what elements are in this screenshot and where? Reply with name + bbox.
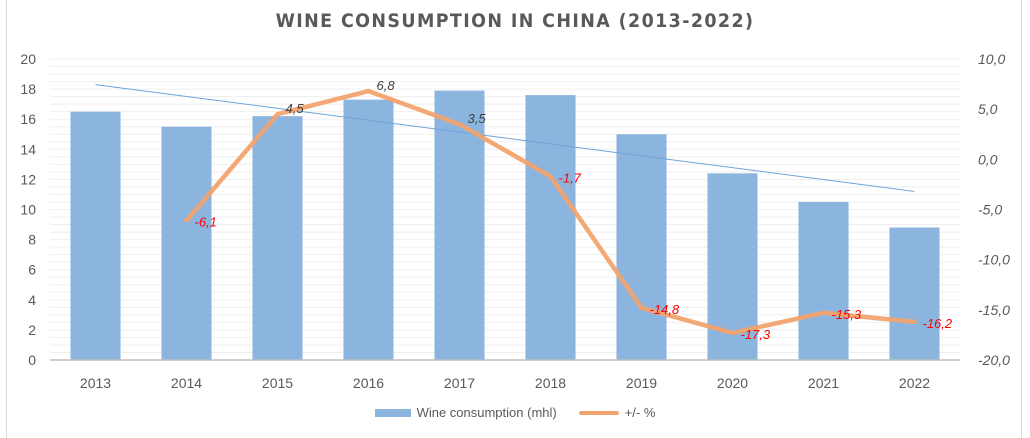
bar-2022 bbox=[889, 227, 940, 360]
y-right-tick-label: -20,0 bbox=[978, 352, 1010, 368]
chart-title: WINE CONSUMPTION IN CHINA (2013-2022) bbox=[275, 10, 755, 32]
data-label-2015: 4,5 bbox=[286, 101, 305, 116]
y-right-tick-label: -10,0 bbox=[978, 252, 1010, 268]
data-label-2014: -6,1 bbox=[195, 215, 217, 230]
y-right-tick-label: 5,0 bbox=[978, 101, 998, 117]
chart-frame bbox=[6, 0, 1022, 438]
bar-2019 bbox=[616, 134, 667, 360]
axes: 0 2 4 6 8 10 12 14 16 18 20 -20,0 -15,0 -10,0 -5,0 0,0 5… bbox=[20, 51, 1010, 391]
y-right-tick-label: 0,0 bbox=[978, 151, 998, 167]
y-left-tick-label: 0 bbox=[28, 352, 36, 368]
bar-2014 bbox=[161, 126, 212, 360]
data-labels: -6,1 4,5 6,8 3,5 -1,7 -14,8 -17,3 -15,3 -16,2 bbox=[195, 78, 953, 342]
y-left-tick-label: 2 bbox=[28, 322, 36, 338]
data-label-2022: -16,2 bbox=[923, 316, 953, 331]
x-tick-label: 2018 bbox=[535, 375, 566, 391]
legend-label: +/- % bbox=[624, 405, 656, 420]
y-left-tick-label: 10 bbox=[20, 202, 36, 218]
bar-2013 bbox=[70, 111, 121, 360]
x-tick-label: 2017 bbox=[444, 375, 475, 391]
legend: Wine consumption (mhl) +/- % bbox=[0, 405, 1030, 420]
bar-2018 bbox=[525, 95, 576, 361]
x-tick-label: 2015 bbox=[262, 375, 293, 391]
x-tick-label: 2021 bbox=[808, 375, 839, 391]
x-tick-label: 2019 bbox=[626, 375, 657, 391]
x-tick-label: 2013 bbox=[80, 375, 111, 391]
y-right-tick-label: -15,0 bbox=[978, 302, 1010, 318]
y-right-tick-label: -5,0 bbox=[978, 202, 1002, 218]
x-tick-label: 2020 bbox=[717, 375, 748, 391]
data-label-2020: -17,3 bbox=[741, 327, 771, 342]
trendline-path bbox=[95, 84, 915, 192]
bar-2017 bbox=[434, 90, 485, 360]
data-label-2018: -1,7 bbox=[559, 170, 582, 185]
data-label-2017: 3,5 bbox=[468, 111, 487, 126]
legend-label: Wine consumption (mhl) bbox=[416, 405, 557, 420]
bar-2016 bbox=[343, 99, 394, 360]
legend-swatch-bar bbox=[374, 408, 411, 417]
y-left-tick-label: 20 bbox=[20, 51, 36, 67]
data-label-2016: 6,8 bbox=[377, 78, 396, 93]
y-left-tick-label: 16 bbox=[20, 111, 36, 127]
pct-line bbox=[184, 88, 917, 336]
x-tick-label: 2022 bbox=[899, 375, 930, 391]
legend-item-pct[interactable]: +/- % bbox=[578, 405, 656, 420]
x-tick-label: 2016 bbox=[353, 375, 384, 391]
bars bbox=[70, 90, 940, 361]
legend-swatch-line bbox=[578, 410, 619, 415]
y-right-tick-label: 10,0 bbox=[978, 51, 1005, 67]
y-left-tick-label: 4 bbox=[28, 292, 36, 308]
y-left-tick-label: 12 bbox=[20, 171, 36, 187]
y-left-tick-label: 18 bbox=[20, 81, 36, 97]
x-tick-label: 2014 bbox=[171, 375, 202, 391]
y-left-tick-label: 14 bbox=[20, 141, 36, 157]
y-left-tick-label: 8 bbox=[28, 232, 36, 248]
legend-item-consumption[interactable]: Wine consumption (mhl) bbox=[374, 405, 557, 420]
bar-2015 bbox=[252, 116, 303, 360]
trendline bbox=[95, 84, 915, 192]
y-left-tick-label: 6 bbox=[28, 262, 36, 278]
data-label-2021: -15,3 bbox=[832, 307, 862, 322]
data-label-2019: -14,8 bbox=[650, 302, 680, 317]
bar-2021 bbox=[798, 201, 849, 360]
